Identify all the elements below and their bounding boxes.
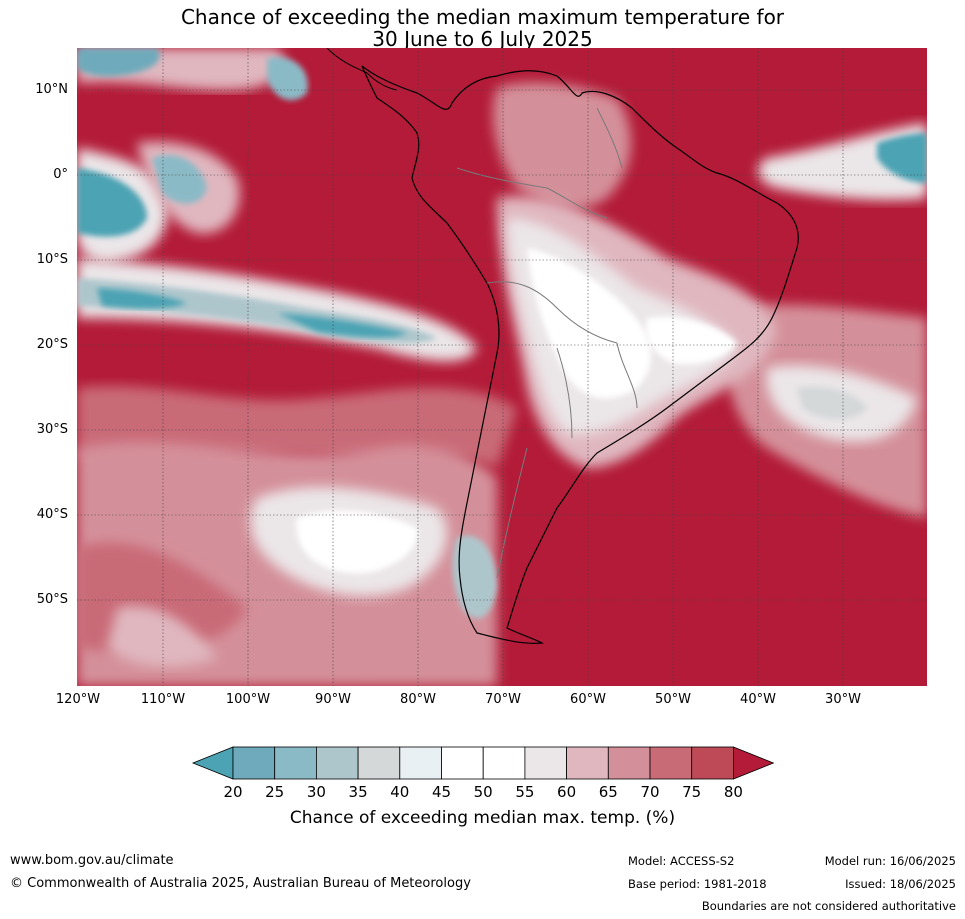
lon-label-80w: 80°W	[400, 692, 436, 707]
colorbar-arrow-high	[733, 746, 775, 780]
colorbar-tick-label: 45	[431, 783, 452, 801]
lon-label-100w: 100°W	[225, 692, 271, 707]
lat-label-50s: 50°S	[36, 592, 68, 607]
country-borders	[456, 107, 638, 579]
colorbar-tick-label: 30	[306, 783, 326, 801]
lat-label-10s: 10°S	[36, 252, 68, 267]
colorbar-tick-label: 55	[515, 783, 535, 801]
colorbar-cell	[649, 746, 693, 780]
colorbar-arrow-low	[191, 746, 234, 780]
lon-label-70w: 70°W	[485, 692, 521, 707]
graticule	[77, 48, 927, 686]
base-period: Base period: 1981-2018	[628, 877, 767, 891]
colorbar-tick-label: 60	[557, 783, 577, 801]
model-run-date: Model run: 16/06/2025	[824, 854, 956, 868]
lon-label-50w: 50°W	[655, 692, 691, 707]
probability-shading	[77, 48, 927, 686]
colorbar-cell	[482, 746, 526, 780]
lat-label-30s: 30°S	[36, 422, 68, 437]
model-name: Model: ACCESS-S2	[628, 854, 735, 868]
lat-label-20s: 20°S	[36, 337, 68, 352]
central-america-coastline	[326, 48, 398, 91]
colorbar-cell	[524, 746, 567, 780]
colorbar-cell	[607, 746, 651, 780]
colorbar-tick-label: 20	[223, 783, 243, 801]
colorbar-label: Chance of exceeding median max. temp. (%…	[289, 808, 676, 828]
lon-label-90w: 90°W	[315, 692, 351, 707]
lon-label-30w: 30°W	[825, 692, 861, 707]
lon-label-40w: 40°W	[740, 692, 776, 707]
colorbar-tick-label: 80	[723, 783, 743, 801]
colorbar-tick-label: 25	[265, 783, 285, 801]
colorbar-cell	[232, 746, 276, 780]
boundaries-disclaimer: Boundaries are not considered authoritat…	[701, 899, 956, 913]
lon-label-60w: 60°W	[570, 692, 606, 707]
map-subtitle: 30 June to 6 July 2025	[372, 27, 593, 51]
colorbar-tick-label: 70	[640, 783, 660, 801]
lat-label-10n: 10°N	[35, 82, 68, 97]
copyright-text: © Commonwealth of Australia 2025, Austra…	[10, 876, 471, 891]
colorbar-tick-label: 75	[682, 783, 702, 801]
lat-label-40s: 40°S	[36, 507, 68, 522]
south-america-interior	[493, 82, 631, 209]
south-america-coastline	[361, 65, 799, 644]
issued-date: Issued: 18/06/2025	[845, 877, 956, 891]
colorbar-cell	[399, 746, 442, 780]
colorbar	[191, 746, 775, 780]
lon-label-110w: 110°W	[140, 692, 186, 707]
colorbar-cell	[441, 746, 484, 780]
map-title: Chance of exceeding the median maximum t…	[180, 5, 785, 29]
colorbar-tick-label: 65	[598, 783, 618, 801]
colorbar-tick-label: 50	[473, 783, 493, 801]
website-link[interactable]: www.bom.gov.au/climate	[10, 853, 174, 868]
lon-label-120w: 120°W	[55, 692, 101, 707]
colorbar-cell	[566, 746, 609, 780]
lat-label-0: 0°	[53, 167, 68, 182]
forecast-map	[77, 48, 927, 686]
colorbar-cell	[691, 746, 734, 780]
colorbar-tick-label: 35	[348, 783, 368, 801]
colorbar-cell	[357, 746, 401, 780]
colorbar-tick-label: 40	[390, 783, 410, 801]
colorbar-cell	[274, 746, 317, 780]
colorbar-cell	[316, 746, 359, 780]
